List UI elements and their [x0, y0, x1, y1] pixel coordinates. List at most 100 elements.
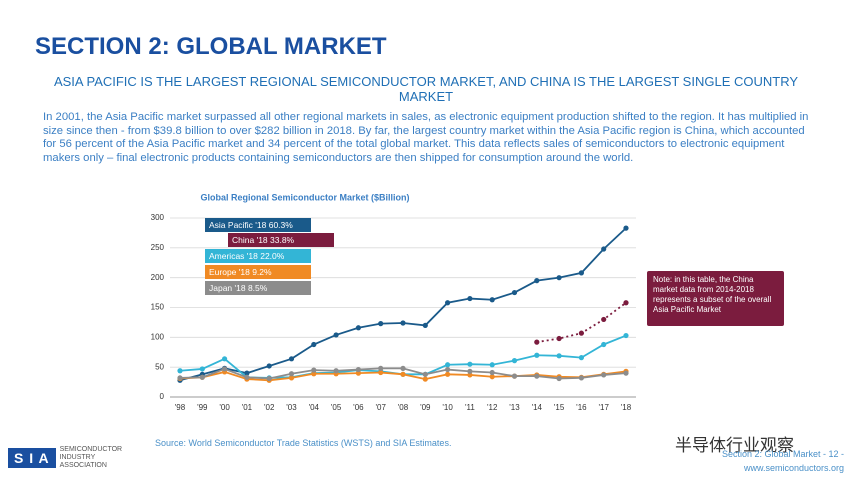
data-point	[489, 369, 495, 376]
data-point	[355, 366, 361, 373]
data-point	[378, 321, 384, 327]
x-tick-label: '13	[509, 403, 520, 412]
data-point	[601, 341, 607, 348]
x-tick-label: '99	[197, 403, 208, 412]
logo: S I A SEMICONDUCTOR INDUSTRY ASSOCIATION	[8, 446, 130, 470]
x-tick-label: '06	[353, 403, 364, 412]
data-point	[534, 352, 540, 358]
data-point	[623, 370, 629, 376]
y-tick-label: 0	[160, 392, 165, 401]
data-point	[623, 225, 629, 231]
data-point	[556, 335, 562, 342]
x-tick-label: '17	[598, 403, 609, 412]
data-point	[534, 278, 540, 284]
data-point	[623, 300, 629, 306]
data-point	[467, 372, 473, 378]
chart-title: Global Regional Semiconductor Market ($B…	[200, 192, 409, 202]
x-tick-label: '00	[219, 403, 230, 412]
data-point	[333, 332, 339, 338]
data-point	[556, 375, 562, 382]
data-point	[578, 355, 585, 361]
x-tick-label: '12	[487, 403, 498, 412]
subtitle: ASIA PACIFIC IS THE LARGEST REGIONAL SEM…	[53, 74, 799, 104]
y-tick-label: 250	[151, 243, 165, 252]
data-point	[623, 332, 629, 339]
x-tick-label: '04	[309, 403, 320, 412]
data-point	[489, 362, 495, 368]
legend-label: China '18 33.8%	[232, 235, 295, 245]
data-point	[311, 371, 317, 377]
legend-box	[228, 233, 334, 247]
data-point	[489, 374, 495, 380]
website: www.semiconductors.org	[743, 463, 844, 473]
data-point	[288, 375, 295, 381]
data-point	[311, 341, 317, 348]
data-point	[445, 366, 451, 373]
data-point	[177, 368, 183, 374]
data-point	[378, 365, 384, 371]
data-point	[355, 370, 361, 376]
data-point	[467, 368, 473, 374]
data-point	[511, 289, 518, 296]
y-tick-label: 200	[151, 273, 165, 282]
data-point	[534, 373, 540, 379]
legend-label: Europe '18 9.2%	[209, 267, 272, 277]
y-tick-label: 100	[151, 332, 165, 341]
data-point	[601, 316, 607, 323]
footer: Section 2: Global Market - 12 -	[721, 449, 844, 459]
legend-label: Asia Pacific '18 60.3%	[209, 220, 293, 230]
logo-text: SEMICONDUCTOR INDUSTRY ASSOCIATION	[59, 446, 123, 469]
data-point	[222, 356, 228, 362]
data-point	[556, 353, 562, 359]
data-point	[400, 320, 406, 326]
data-point	[578, 330, 585, 336]
data-point	[311, 367, 317, 373]
x-tick-label: '98	[175, 403, 186, 412]
data-point	[266, 375, 272, 382]
watermark: 半导体行业观察	[675, 436, 794, 455]
x-tick-label: '02	[264, 403, 275, 412]
legend-box	[205, 218, 311, 232]
y-tick-label: 50	[155, 362, 164, 371]
data-point	[601, 246, 607, 252]
legend-box	[205, 265, 311, 279]
legend-box	[205, 281, 311, 295]
data-point	[244, 374, 250, 380]
data-point	[511, 373, 518, 379]
data-point	[244, 370, 250, 376]
x-tick-label: '01	[242, 403, 253, 412]
data-point	[534, 339, 540, 345]
data-point	[266, 363, 272, 369]
data-point	[400, 365, 406, 371]
data-point	[288, 371, 295, 377]
data-point	[578, 270, 585, 276]
data-point	[578, 375, 585, 381]
section-title: SECTION 2: GLOBAL MARKET	[35, 33, 387, 60]
data-point	[422, 322, 428, 328]
x-tick-label: '10	[442, 403, 453, 412]
data-point	[177, 375, 183, 381]
data-point	[355, 325, 361, 331]
x-tick-label: '03	[286, 403, 297, 412]
logo-letters: S I A	[8, 448, 56, 468]
annotation: Note: in this table, the China market da…	[647, 271, 784, 326]
x-tick-label: '09	[420, 403, 431, 412]
data-point	[288, 356, 295, 362]
legend-label: Japan '18 8.5%	[209, 283, 268, 293]
data-point	[445, 362, 451, 368]
data-point	[378, 369, 384, 376]
data-point	[199, 366, 205, 372]
x-tick-label: '18	[621, 403, 632, 412]
data-point	[333, 368, 339, 374]
data-point	[400, 371, 406, 377]
data-point	[511, 358, 518, 364]
x-tick-label: '15	[554, 403, 565, 412]
data-point	[422, 376, 428, 382]
x-tick-label: '07	[375, 403, 386, 412]
data-point	[422, 371, 428, 377]
data-point	[222, 366, 228, 372]
series-line	[536, 302, 627, 343]
data-point	[467, 361, 473, 367]
